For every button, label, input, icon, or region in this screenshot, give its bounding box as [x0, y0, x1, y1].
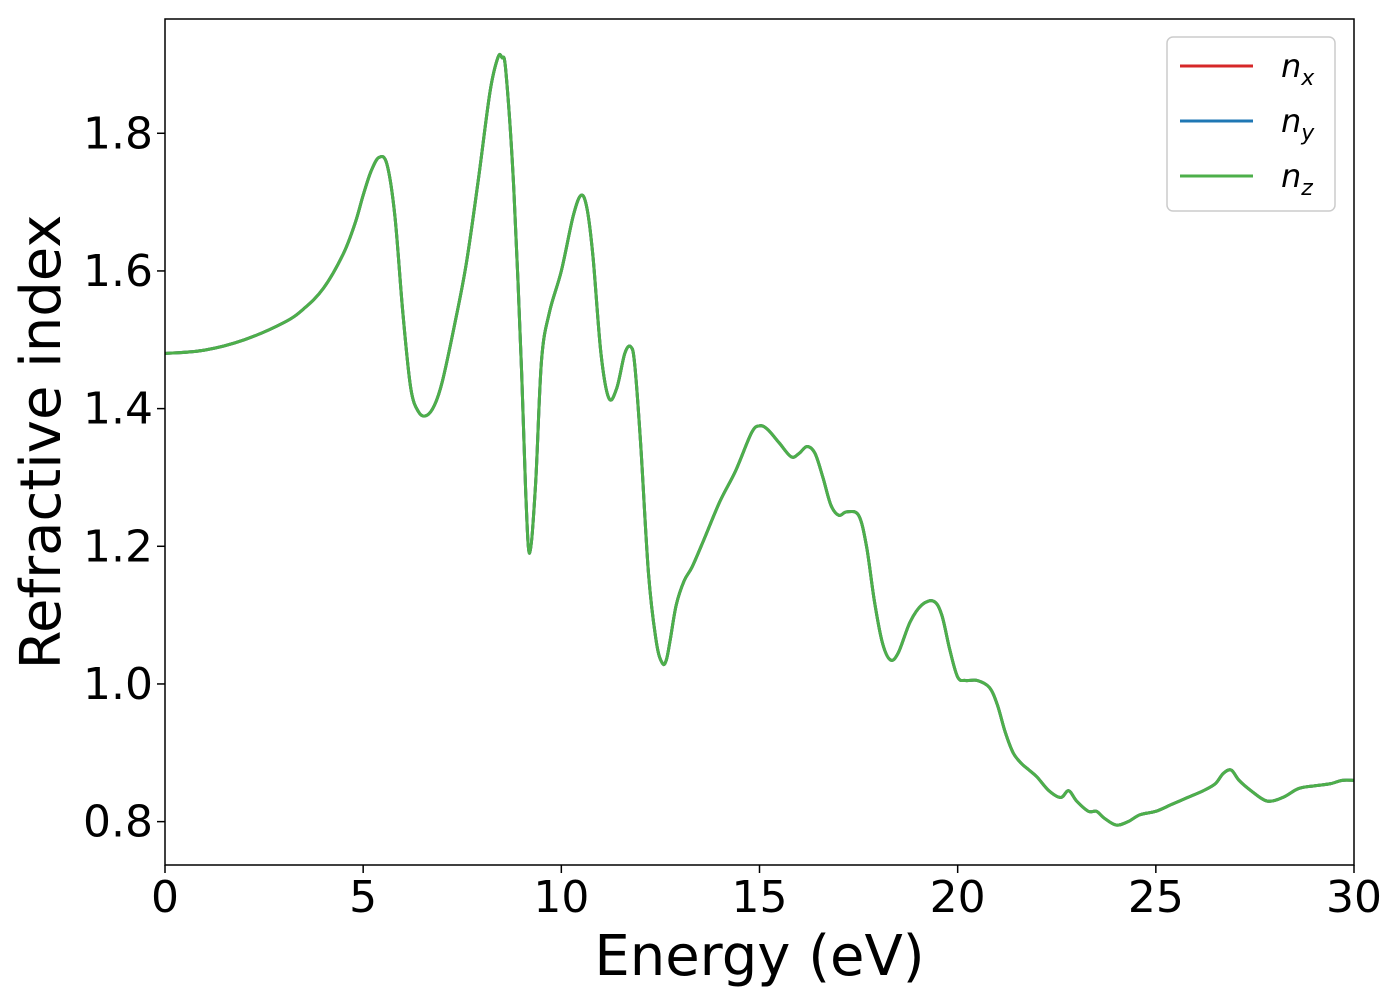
legend-box [1166, 36, 1336, 212]
y-tick-label: 1.0 [83, 659, 153, 710]
legend-label-subscript: z [1300, 176, 1313, 201]
x-tick-label: 10 [533, 872, 589, 923]
legend-label-subscript: x [1300, 66, 1315, 91]
series-layer [165, 52, 1354, 827]
legend-label-base: n [1281, 47, 1301, 85]
y-tick-label: 1.4 [83, 384, 153, 435]
y-axis-title: Refractive index [9, 215, 74, 670]
x-tick-label: 30 [1326, 872, 1382, 923]
legend-label-ny: ny [1281, 102, 1315, 146]
legend-label-subscript: y [1300, 121, 1315, 146]
y-tick-label: 1.2 [83, 521, 153, 572]
y-tick-label: 0.8 [83, 797, 153, 848]
x-tick-label: 20 [930, 872, 986, 923]
legend-label-nx: nx [1281, 47, 1315, 91]
y-axis-ticks: 0.8 1.0 1.2 1.4 1.6 1.8 [83, 108, 165, 848]
legend-label-nz: nz [1281, 157, 1313, 201]
x-axis-title: Energy (eV) [594, 924, 924, 989]
x-tick-label: 25 [1128, 872, 1184, 923]
x-tick-label: 0 [151, 872, 179, 923]
legend-label-base: n [1281, 157, 1301, 195]
x-tick-label: 5 [349, 872, 377, 923]
y-tick-label: 1.6 [83, 246, 153, 297]
x-axis-ticks: 0 5 10 15 20 25 30 [151, 865, 1382, 923]
series-line-nz [165, 52, 1354, 827]
x-tick-label: 15 [732, 872, 788, 923]
y-tick-label: 1.8 [83, 108, 153, 159]
legend-label-base: n [1281, 102, 1301, 140]
